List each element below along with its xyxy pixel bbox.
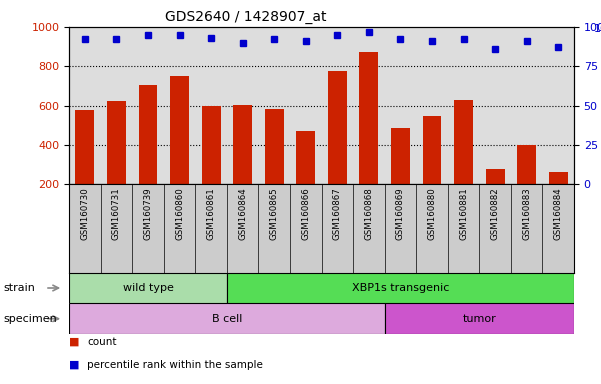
Bar	[549, 172, 567, 184]
Bar	[296, 131, 315, 184]
Bar	[359, 53, 379, 184]
Bar	[170, 76, 189, 184]
Bar	[423, 116, 441, 184]
Bar	[328, 71, 347, 184]
Text: count: count	[87, 337, 117, 347]
Bar	[264, 109, 284, 184]
Text: GSM160731: GSM160731	[112, 187, 121, 240]
Bar	[107, 101, 126, 184]
Bar	[69, 303, 385, 334]
Text: GDS2640 / 1428907_at: GDS2640 / 1428907_at	[165, 10, 326, 23]
Bar	[454, 100, 473, 184]
Text: GSM160880: GSM160880	[427, 187, 436, 240]
Bar	[391, 128, 410, 184]
Text: ■: ■	[69, 360, 79, 370]
Text: GSM160884: GSM160884	[554, 187, 563, 240]
Text: GSM160883: GSM160883	[522, 187, 531, 240]
Text: GSM160881: GSM160881	[459, 187, 468, 240]
Y-axis label: 100%: 100%	[593, 24, 601, 34]
Bar	[76, 109, 94, 184]
Bar	[517, 145, 536, 184]
Text: wild type: wild type	[123, 283, 174, 293]
Text: GSM160866: GSM160866	[301, 187, 310, 240]
Text: GSM160882: GSM160882	[490, 187, 499, 240]
Text: GSM160739: GSM160739	[144, 187, 153, 240]
Text: XBP1s transgenic: XBP1s transgenic	[352, 283, 449, 293]
Text: GSM160867: GSM160867	[333, 187, 342, 240]
Text: specimen: specimen	[3, 314, 56, 324]
Bar	[201, 106, 221, 184]
Text: GSM160730: GSM160730	[81, 187, 90, 240]
Text: GSM160865: GSM160865	[270, 187, 279, 240]
Bar	[385, 303, 574, 334]
Text: GSM160860: GSM160860	[175, 187, 184, 240]
Text: B cell: B cell	[212, 314, 242, 324]
Bar	[69, 273, 227, 303]
Bar	[486, 169, 504, 184]
Text: strain: strain	[3, 283, 35, 293]
Text: ■: ■	[69, 337, 79, 347]
Text: GSM160868: GSM160868	[364, 187, 373, 240]
Text: tumor: tumor	[462, 314, 496, 324]
Text: GSM160869: GSM160869	[396, 187, 405, 240]
Text: GSM160864: GSM160864	[238, 187, 247, 240]
Bar	[233, 104, 252, 184]
Bar	[139, 85, 157, 184]
Text: percentile rank within the sample: percentile rank within the sample	[87, 360, 263, 370]
Bar	[227, 273, 574, 303]
Text: GSM160861: GSM160861	[207, 187, 216, 240]
